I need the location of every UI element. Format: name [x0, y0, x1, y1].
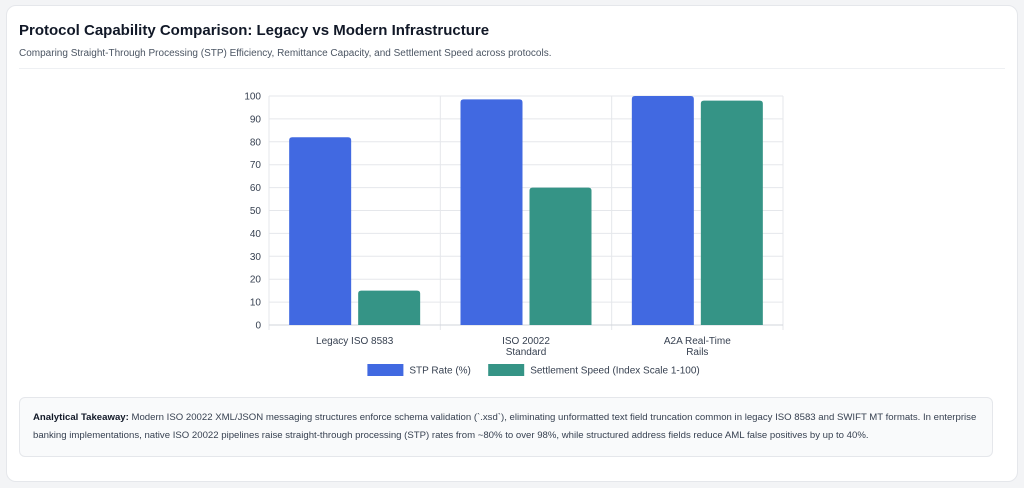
takeaway-label: Analytical Takeaway: — [33, 412, 129, 423]
x-tick-label: A2A Real-Time — [664, 336, 731, 347]
y-tick-label: 100 — [244, 92, 261, 103]
chart-title: Protocol Capability Comparison: Legacy v… — [19, 22, 490, 39]
y-tick-label: 20 — [250, 275, 262, 286]
bar-stp-rate — [289, 137, 352, 325]
x-tick-label: Rails — [686, 347, 708, 358]
y-tick-label: 40 — [250, 229, 262, 240]
bar-stp-rate — [460, 99, 523, 325]
legend-label: Settlement Speed (Index Scale 1-100) — [530, 366, 700, 377]
legend-swatch — [367, 364, 404, 376]
bar-settlement-speed — [529, 187, 592, 325]
header-divider — [19, 68, 1005, 69]
legend-label: STP Rate (%) — [409, 366, 471, 377]
y-tick-label: 60 — [250, 183, 262, 194]
y-tick-label: 70 — [250, 160, 262, 171]
y-tick-label: 50 — [250, 206, 262, 217]
x-tick-label: Standard — [506, 347, 547, 358]
y-tick-label: 10 — [250, 298, 262, 309]
bar-settlement-speed — [700, 100, 763, 325]
bar-settlement-speed — [358, 290, 421, 325]
y-tick-label: 90 — [250, 114, 262, 125]
bar-stp-rate — [631, 96, 694, 325]
analytical-takeaway: Analytical Takeaway: Modern ISO 20022 XM… — [19, 397, 993, 457]
x-tick-label: ISO 20022 — [502, 336, 550, 347]
x-tick-label: Legacy ISO 8583 — [316, 336, 394, 347]
y-tick-label: 30 — [250, 252, 262, 263]
legend-swatch — [488, 364, 525, 376]
y-tick-label: 80 — [250, 137, 262, 148]
bar-chart: 0 10 20 30 40 50 60 70 80 90 100 Legacy ISO 8583 ISO… — [244, 92, 784, 377]
y-tick-label: 0 — [255, 321, 261, 332]
chart-subtitle: Comparing Straight-Through Processing (S… — [19, 48, 552, 59]
takeaway-text: Modern ISO 20022 XML/JSON messaging stru… — [33, 412, 977, 441]
